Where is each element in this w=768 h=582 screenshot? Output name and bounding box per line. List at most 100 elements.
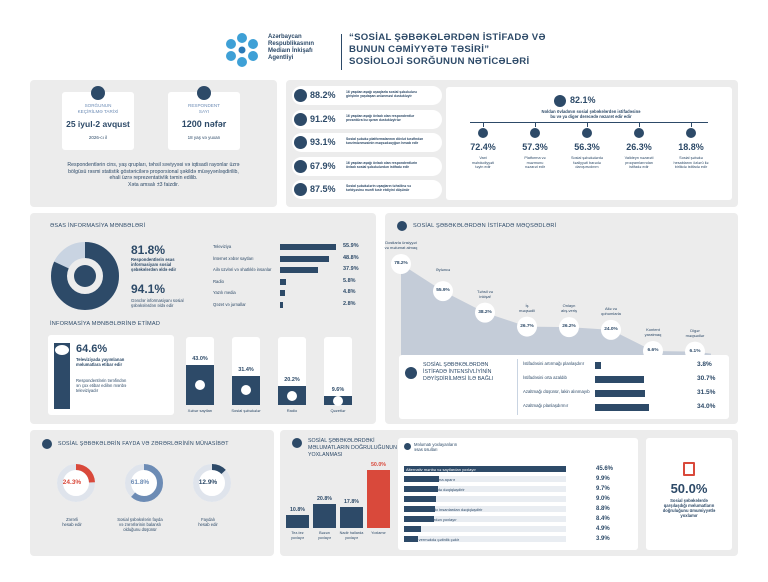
- intensity-bar: [595, 404, 649, 411]
- survey-date-card: SORĞUNUN KEÇİRİLMƏ TARİXİ 25 iyul-2 avqu…: [62, 86, 134, 150]
- search-icon: [404, 443, 411, 450]
- method-value: 8.4%: [596, 515, 610, 522]
- item-text: Sosial şəbəkələrdə fəaliyyəti barədə danış…: [564, 156, 610, 170]
- trust-icon: [195, 380, 205, 390]
- harm-value: 24.3%: [62, 479, 82, 486]
- intensity-bar: [595, 390, 646, 397]
- people-icon: [197, 86, 211, 100]
- trust-value: 43.0%: [192, 356, 208, 362]
- item-text-line: Valideyn nəzarəti: [624, 156, 654, 160]
- method-track: [404, 496, 566, 502]
- intensity-divider: [517, 359, 518, 415]
- trust-label: Sosial şəbəkələr: [231, 408, 261, 413]
- item-text-line: məzmunu: [526, 160, 544, 165]
- stat-row: 93.1% Sosial şəbəkə platformalarının dövl…: [292, 133, 442, 152]
- agency-line: Mediaın İnkişafı: [268, 48, 313, 54]
- trust-sub-text: Respondentlərin tərəfindən: [76, 378, 127, 383]
- verify-value: 50.0%: [370, 462, 387, 468]
- source-value: 37.9%: [343, 266, 359, 272]
- agency-line: Agentliyi: [268, 55, 294, 61]
- intensity-bar: [595, 362, 602, 369]
- method-bar: [404, 466, 566, 472]
- method-value: 9.7%: [596, 485, 610, 492]
- item-text: Sosial şəbəkə hesablarını özlərü ilə birli…: [668, 156, 714, 170]
- item-text-line: Sosial şəbəkə: [679, 156, 703, 160]
- harm-donut: [124, 464, 163, 502]
- agency-line: Respublikasının: [268, 41, 315, 47]
- method-label: Televiziya xəbərində dəqiqləşdirir: [406, 486, 465, 492]
- date-label: KEÇİRİLMƏ TARİXİ: [77, 108, 119, 114]
- calendar-icon: [91, 86, 105, 100]
- big1-text: şəbəkələrdən əldə edir: [131, 267, 177, 272]
- harm-donut: [56, 464, 95, 502]
- verify-bar: [367, 470, 390, 528]
- purpose-point: [433, 281, 453, 302]
- method-bar: [404, 486, 439, 492]
- source-label: Qəzet və jurnallar: [213, 301, 246, 307]
- trust-sub-text: televiziyadır: [76, 388, 99, 393]
- stat-text: Sosial şəbəkə platformalarının dövlət tə…: [346, 137, 423, 146]
- chart-icon: [397, 221, 407, 231]
- method-track: [404, 506, 566, 512]
- method-track: [404, 476, 566, 482]
- item-text-line: fəaliyyəti barədə: [573, 160, 601, 165]
- check-icon: [292, 438, 302, 448]
- scale-icon: [42, 439, 52, 449]
- harm-arc: [124, 464, 163, 502]
- respondent-card: RESPONDENT SAYI 1200 nəfər 18 yaş və yux…: [168, 86, 240, 150]
- stat-text: 16 yaşdan aşağı övladı olan respondentlə…: [346, 114, 414, 123]
- purpose-label: Digər məqsədlər: [671, 328, 719, 338]
- parental-item: 18.8% Sosial şəbəkə hesablarını özlərü ilə…: [668, 122, 714, 170]
- trust-icon: [287, 390, 297, 401]
- verify-label-line: yoxlayır: [344, 535, 359, 540]
- stat-icon: [294, 183, 307, 196]
- stat-text-line: Sosial şəbəkələrin uşaqların təhsilinə v…: [346, 184, 412, 188]
- purpose-value: 24.0%: [604, 326, 618, 332]
- respondent-label: RESPONDENT: [188, 103, 220, 108]
- stat-row: 91.2% 16 yaşdan aşağı övladı olan respond…: [292, 109, 442, 129]
- item-text-line: Vaxt: [479, 156, 487, 160]
- purpose-label-line: Onlayn: [562, 303, 576, 309]
- big1-text: Respondentlərin əsas: [131, 257, 175, 262]
- harm-label: Sosial şəbəkələrin fayda və zərərlərinin …: [110, 517, 170, 532]
- fake-news-box: 50.0% Sosial şəbəkələrdə qarşılaşdığı mə…: [646, 438, 732, 550]
- item-value: 72.4%: [470, 142, 496, 152]
- harm-label-line: hesab edir: [198, 522, 218, 527]
- method-value: 4.9%: [596, 525, 610, 532]
- purpose-label-line: məqsədlər: [685, 332, 705, 338]
- item-icon: [530, 128, 540, 138]
- method-value: 3.9%: [596, 535, 610, 542]
- shield-icon: [554, 95, 566, 107]
- document-icon: [683, 462, 695, 476]
- trust-card: 20.2%: [278, 337, 306, 405]
- purpose-label-line: Təhsil və: [476, 288, 493, 294]
- purpose-point: [517, 316, 537, 337]
- parental-control-box: 82.1% Noldan övladının sosial şəbəkələrd…: [446, 87, 732, 200]
- methods-box: Məlumatı yoxlayanların əsas üsulları Alt…: [398, 438, 638, 550]
- purposes-area: [401, 264, 711, 359]
- stat-row: 87.5% Sosial şəbəkələrin uşaqların təhsil…: [292, 180, 442, 199]
- verify-panel: SOSİAL ŞƏBƏKƏLƏRDƏKİ MƏLUMATLARIN DOĞRUL…: [280, 430, 738, 556]
- purpose-label-line: və məlumat almaq: [384, 245, 418, 250]
- trust-label: Qəzetlər: [330, 408, 346, 413]
- harm-label-line: olduğunu düşünür: [123, 527, 157, 532]
- stat-row: 67.9% 16 yaşdan aşağı övladı olan respond…: [292, 156, 442, 176]
- verify-label-line: Bəzən: [319, 531, 330, 535]
- verify-label-line: yoxlayır: [317, 535, 332, 540]
- purposes-panel: SOSİAL ŞƏBƏKƏLƏRDƏN İSTİFADƏ MƏQSƏDLƏRİ …: [385, 213, 738, 424]
- purpose-label: Onlayn alış-veriş: [545, 303, 593, 313]
- method-label: Alternativ mənbə və saytlardan yoxlayır: [406, 466, 476, 472]
- intensity-value: 3.8%: [697, 361, 712, 368]
- stat-icon: [294, 89, 307, 102]
- item-icon: [634, 128, 644, 138]
- source-label: Ailə üzvləri və əhatlıklə insanlar: [213, 267, 272, 272]
- agency-logo: [222, 30, 262, 70]
- method-track: [404, 516, 566, 522]
- stat-text: 16 yaşdan aşağı uşaqlarla sosial şəbəkəl…: [346, 90, 417, 99]
- item-text: Vaxt məhdudiyyəti təyin edir: [460, 156, 506, 170]
- item-text: Platforma və məzmunu nəzarət edir: [512, 156, 558, 170]
- trust-card: 43.0%: [186, 337, 214, 405]
- source-value: 5.8%: [343, 277, 356, 284]
- big2-text: şəbəkələrdən əldə edir: [131, 303, 174, 308]
